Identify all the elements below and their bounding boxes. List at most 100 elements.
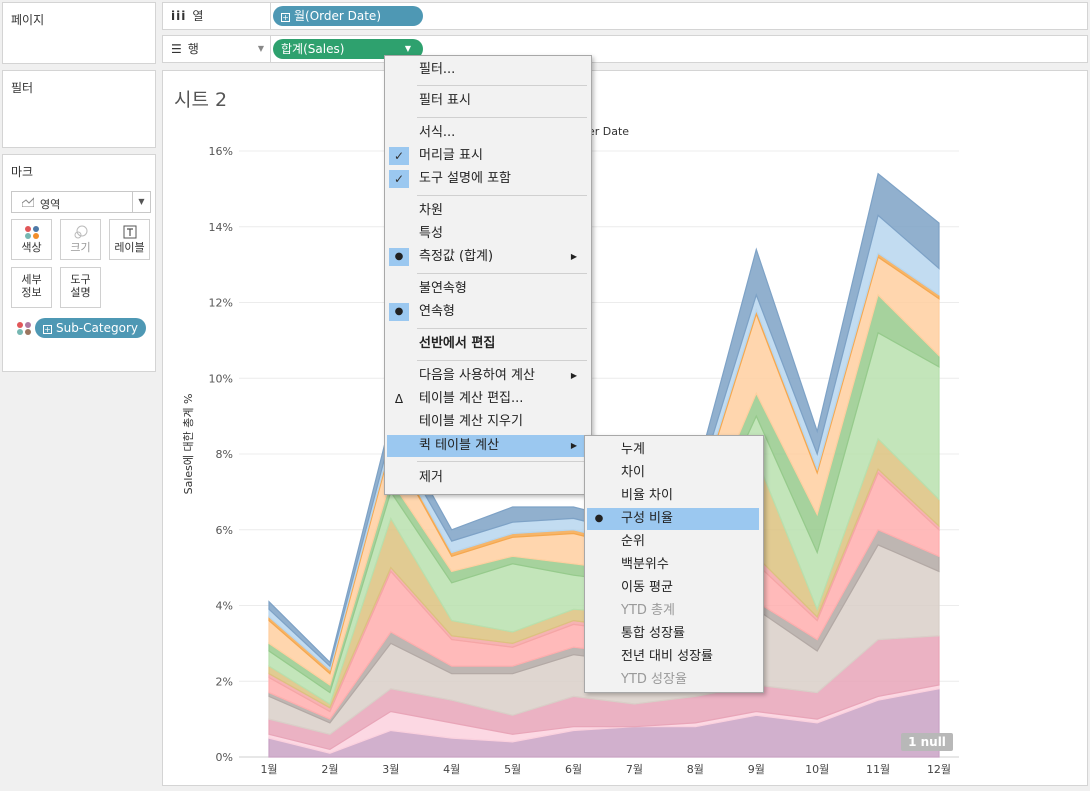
pages-title: 페이지 bbox=[11, 13, 45, 27]
menu-item-edit-in-shelf[interactable]: 선반에서 편집 bbox=[387, 333, 589, 355]
pill-dropdown-icon[interactable]: ▼ bbox=[404, 44, 411, 53]
y-tick-label: 8% bbox=[216, 448, 233, 461]
menu-item-include-tooltip-label: 도구 설명에 포함 bbox=[419, 171, 511, 186]
menu-item-compute-using-label: 다음을 사용하여 계산 bbox=[419, 368, 535, 383]
menu-item-show-filter-label: 필터 표시 bbox=[419, 93, 471, 108]
x-tick-label: 3월 bbox=[382, 763, 399, 776]
size-button[interactable]: 크기 bbox=[60, 219, 101, 260]
color-label: 색상 bbox=[21, 241, 42, 254]
menu-divider bbox=[417, 195, 587, 196]
submenu-item-label: YTD 총계 bbox=[621, 603, 675, 618]
y-tick-label: 10% bbox=[209, 372, 233, 385]
filters-card[interactable]: 필터 bbox=[2, 70, 156, 148]
submenu-item-rank[interactable]: 순위 bbox=[587, 531, 759, 553]
submenu-item-label: YTD 성장율 bbox=[621, 672, 687, 687]
radio-bullet-icon: ● bbox=[389, 248, 409, 266]
x-tick-label: 2월 bbox=[321, 763, 338, 776]
submenu-item-label: 통합 성장률 bbox=[621, 626, 685, 641]
menu-item-edit-in-shelf-label: 선반에서 편집 bbox=[419, 336, 496, 351]
submenu-item-percentile[interactable]: 백분위수 bbox=[587, 554, 759, 576]
month-order-date-pill[interactable]: + 월(Order Date) bbox=[273, 6, 423, 26]
menu-item-discrete[interactable]: 불연속형 bbox=[387, 278, 589, 300]
submenu-item-label: 구성 비율 bbox=[621, 511, 673, 526]
expand-plus-icon[interactable]: + bbox=[281, 13, 290, 22]
menu-item-quick-table-calc-label: 퀵 테이블 계산 bbox=[419, 438, 500, 453]
sheet-title: 시트 2 bbox=[174, 89, 228, 111]
columns-shelf[interactable]: iii 열 + 월(Order Date) bbox=[162, 2, 1088, 30]
pages-card[interactable]: 페이지 bbox=[2, 2, 156, 64]
menu-item-attribute-label: 특성 bbox=[419, 226, 443, 241]
x-tick-label: 5월 bbox=[504, 763, 521, 776]
menu-item-continuous[interactable]: ● 연속형 bbox=[387, 301, 589, 323]
submenu-item-percent-difference[interactable]: 비율 차이 bbox=[587, 485, 759, 507]
menu-item-show-header-label: 머리글 표시 bbox=[419, 148, 483, 163]
submenu-item-year-over-year[interactable]: 전년 대비 성장률 bbox=[587, 646, 759, 668]
detail-button[interactable]: 세부 정보 bbox=[11, 267, 52, 308]
menu-item-attribute[interactable]: 특성 bbox=[387, 223, 589, 245]
text-label-icon bbox=[123, 225, 136, 239]
x-tick-label: 7월 bbox=[626, 763, 643, 776]
y-tick-label: 6% bbox=[216, 524, 233, 537]
sum-sales-pill[interactable]: 합계(Sales) ▼ bbox=[273, 39, 423, 59]
menu-item-filter[interactable]: 필터... bbox=[387, 59, 589, 81]
menu-item-show-filter[interactable]: 필터 표시 bbox=[387, 90, 589, 112]
submenu-item-compound-growth[interactable]: 통합 성장률 bbox=[587, 623, 759, 645]
submenu-item-running-total[interactable]: 누계 bbox=[587, 439, 759, 461]
menu-item-include-tooltip[interactable]: ✓ 도구 설명에 포함 bbox=[387, 168, 589, 190]
area-series-band bbox=[268, 172, 940, 668]
menu-item-dimension[interactable]: 차원 bbox=[387, 200, 589, 222]
menu-item-measure-sum[interactable]: ● 측정값 (합계) ▶ bbox=[387, 246, 589, 268]
submenu-item-label: 차이 bbox=[621, 465, 645, 480]
mark-type-label: 영역 bbox=[40, 198, 61, 211]
x-tick-label: 11월 bbox=[866, 763, 890, 776]
marks-card: 마크 영역 ▼ 색상 크기 bbox=[2, 154, 156, 372]
menu-item-remove[interactable]: 제거 bbox=[387, 467, 589, 489]
x-tick-label: 9월 bbox=[748, 763, 765, 776]
submenu-item-label: 누계 bbox=[621, 442, 645, 457]
label-button[interactable]: 레이블 bbox=[109, 219, 150, 260]
mark-type-dropdown[interactable]: 영역 ▼ bbox=[11, 191, 151, 213]
rows-shelf-label: ☰ 행 ▼ bbox=[163, 36, 271, 62]
x-tick-label: 8월 bbox=[687, 763, 704, 776]
submenu-item-percent-of-total[interactable]: ● 구성 비율 bbox=[587, 508, 759, 530]
menu-item-dimension-label: 차원 bbox=[419, 203, 443, 218]
size-label: 크기 bbox=[70, 241, 91, 254]
tooltip-label-1: 도구 bbox=[70, 273, 91, 286]
submenu-item-label: 순위 bbox=[621, 534, 645, 549]
menu-item-compute-using[interactable]: 다음을 사용하여 계산 ▶ bbox=[387, 365, 589, 387]
submenu-item-difference[interactable]: 차이 bbox=[587, 462, 759, 484]
chevron-down-icon[interactable]: ▼ bbox=[132, 192, 150, 212]
expand-plus-icon[interactable]: + bbox=[43, 325, 52, 334]
detail-label-1: 세부 bbox=[21, 273, 42, 286]
checkmark-icon: ✓ bbox=[389, 147, 409, 165]
menu-item-edit-table-calc[interactable]: Δ 테이블 계산 편집... bbox=[387, 388, 589, 410]
menu-item-clear-table-calc-label: 테이블 계산 지우기 bbox=[419, 414, 523, 429]
chevron-down-icon[interactable]: ▼ bbox=[257, 44, 264, 53]
menu-item-clear-table-calc[interactable]: 테이블 계산 지우기 bbox=[387, 411, 589, 433]
y-tick-label: 12% bbox=[209, 297, 233, 310]
area-chart[interactable]: 0% 2% 4% 6% 8% 10% 12% 14% 16% Sales에 대한 총계 % 1월 2월… bbox=[163, 71, 1087, 785]
menu-divider bbox=[417, 328, 587, 329]
submenu-item-label: 비율 차이 bbox=[621, 488, 673, 503]
menu-divider bbox=[417, 360, 587, 361]
sub-category-pill[interactable]: + Sub-Category bbox=[35, 318, 146, 338]
x-tick-label: 10월 bbox=[805, 763, 829, 776]
color-button[interactable]: 색상 bbox=[11, 219, 52, 260]
submenu-item-moving-average[interactable]: 이동 평균 bbox=[587, 577, 759, 599]
rows-shelf[interactable]: ☰ 행 ▼ 합계(Sales) ▼ bbox=[162, 35, 1088, 63]
rows-icon: ☰ bbox=[171, 42, 182, 56]
menu-item-show-header[interactable]: ✓ 머리글 표시 bbox=[387, 145, 589, 167]
tooltip-button[interactable]: 도구 설명 bbox=[60, 267, 101, 308]
menu-item-quick-table-calc[interactable]: 퀵 테이블 계산 ▶ bbox=[387, 435, 589, 457]
size-icon bbox=[74, 225, 87, 239]
worksheet-view: 시트 2 er Date 0% 2% 4% 6% 8% 10% 12% 14% 16% Sales… bbox=[162, 70, 1088, 786]
menu-item-filter-label: 필터... bbox=[419, 62, 456, 77]
x-tick-label: 4월 bbox=[443, 763, 460, 776]
menu-divider bbox=[417, 273, 587, 274]
checkmark-icon: ✓ bbox=[389, 170, 409, 188]
menu-item-format[interactable]: 서식... bbox=[387, 122, 589, 144]
quick-table-calc-submenu: 누계 차이 비율 차이 ● 구성 비율 순위 백분위수 이동 평균 YTD 총계 … bbox=[584, 435, 764, 693]
filters-title: 필터 bbox=[11, 81, 34, 95]
null-indicator[interactable]: 1 null bbox=[901, 733, 953, 751]
